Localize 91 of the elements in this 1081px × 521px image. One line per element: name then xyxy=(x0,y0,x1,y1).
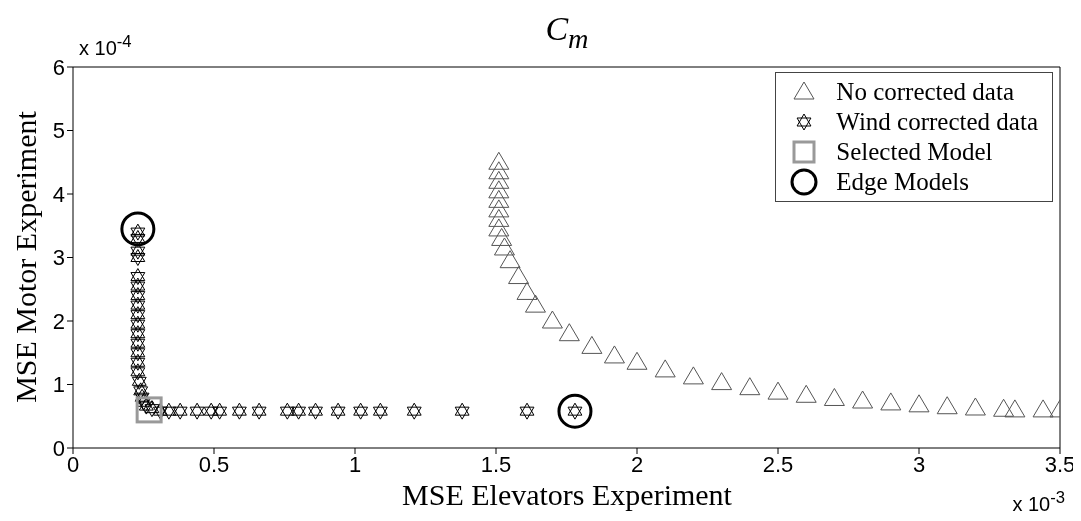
point xyxy=(993,398,1015,417)
point xyxy=(519,402,535,420)
x-axis-title: MSE Elevators Experiment xyxy=(402,478,732,511)
point xyxy=(172,402,188,420)
point xyxy=(603,345,625,364)
point xyxy=(852,390,874,409)
point xyxy=(557,393,593,429)
point xyxy=(131,372,147,390)
point xyxy=(823,387,845,406)
point xyxy=(130,353,146,371)
point xyxy=(682,366,704,385)
y-tick-label: 2 xyxy=(52,308,65,334)
point xyxy=(120,211,156,247)
point xyxy=(130,334,146,352)
point xyxy=(130,268,146,286)
y-tick-label: 0 xyxy=(52,435,65,461)
point xyxy=(1004,399,1026,418)
point xyxy=(130,363,146,381)
point xyxy=(308,402,323,420)
x-tick-label: 0.5 xyxy=(198,451,230,477)
x-tick-label: 3 xyxy=(912,451,926,477)
point xyxy=(488,180,510,199)
point xyxy=(488,218,510,237)
text: x 10$^{-3}$ xyxy=(1012,488,1065,516)
y-tick-label: 5 xyxy=(52,118,65,144)
point xyxy=(135,396,163,424)
point xyxy=(626,351,648,370)
point xyxy=(541,310,563,329)
point xyxy=(161,402,177,420)
x-tick-label: 2.5 xyxy=(762,451,794,477)
point xyxy=(406,402,422,420)
x-tick-label: 2 xyxy=(630,451,644,477)
point xyxy=(189,402,205,420)
text: x 10$^{-4}$ xyxy=(79,32,132,60)
point xyxy=(581,335,603,354)
point xyxy=(130,325,146,343)
point xyxy=(488,170,510,189)
point xyxy=(454,402,470,420)
point xyxy=(212,402,228,420)
point xyxy=(130,277,146,295)
point xyxy=(203,402,219,420)
point xyxy=(493,237,515,256)
point xyxy=(964,397,986,416)
legend-label: Selected Model xyxy=(836,138,993,166)
point xyxy=(488,151,510,170)
legend-label: Wind corrected data xyxy=(836,108,1038,136)
point xyxy=(488,189,510,208)
point xyxy=(130,242,146,260)
point xyxy=(130,287,146,305)
point xyxy=(908,394,930,413)
point xyxy=(524,294,546,313)
point xyxy=(251,402,267,420)
y-tick-label: 1 xyxy=(52,372,65,398)
point xyxy=(711,372,733,391)
legend-label: Edge Models xyxy=(836,168,969,196)
point xyxy=(795,384,817,403)
point xyxy=(130,315,146,333)
x-tick-label: 1.5 xyxy=(480,451,512,477)
point xyxy=(499,250,521,269)
point xyxy=(130,306,146,324)
x-tick-label: 1 xyxy=(348,451,362,477)
point xyxy=(130,296,146,314)
point xyxy=(558,323,580,342)
point xyxy=(936,396,958,415)
point xyxy=(488,199,510,218)
point xyxy=(372,402,388,420)
point xyxy=(880,392,902,411)
point xyxy=(488,208,510,227)
point xyxy=(330,402,346,420)
point xyxy=(279,402,295,420)
chart-title: C$_{m}$ xyxy=(545,10,589,54)
point xyxy=(130,344,146,362)
point xyxy=(291,402,307,420)
y-tick-label: 3 xyxy=(52,245,65,271)
point xyxy=(130,249,146,266)
point xyxy=(134,388,150,406)
point xyxy=(491,227,513,246)
point xyxy=(488,161,510,180)
point xyxy=(654,359,676,378)
y-axis-title: MSE Motor Experiment xyxy=(9,111,43,403)
point xyxy=(739,377,761,396)
point xyxy=(516,281,538,300)
legend-label: No corrected data xyxy=(836,78,1015,106)
point xyxy=(767,381,789,400)
point xyxy=(231,402,247,420)
point xyxy=(353,402,369,420)
point xyxy=(508,266,530,285)
y-tick-label: 4 xyxy=(52,181,65,207)
point xyxy=(1032,399,1054,418)
point xyxy=(152,402,168,420)
y-tick-label: 6 xyxy=(52,54,65,80)
